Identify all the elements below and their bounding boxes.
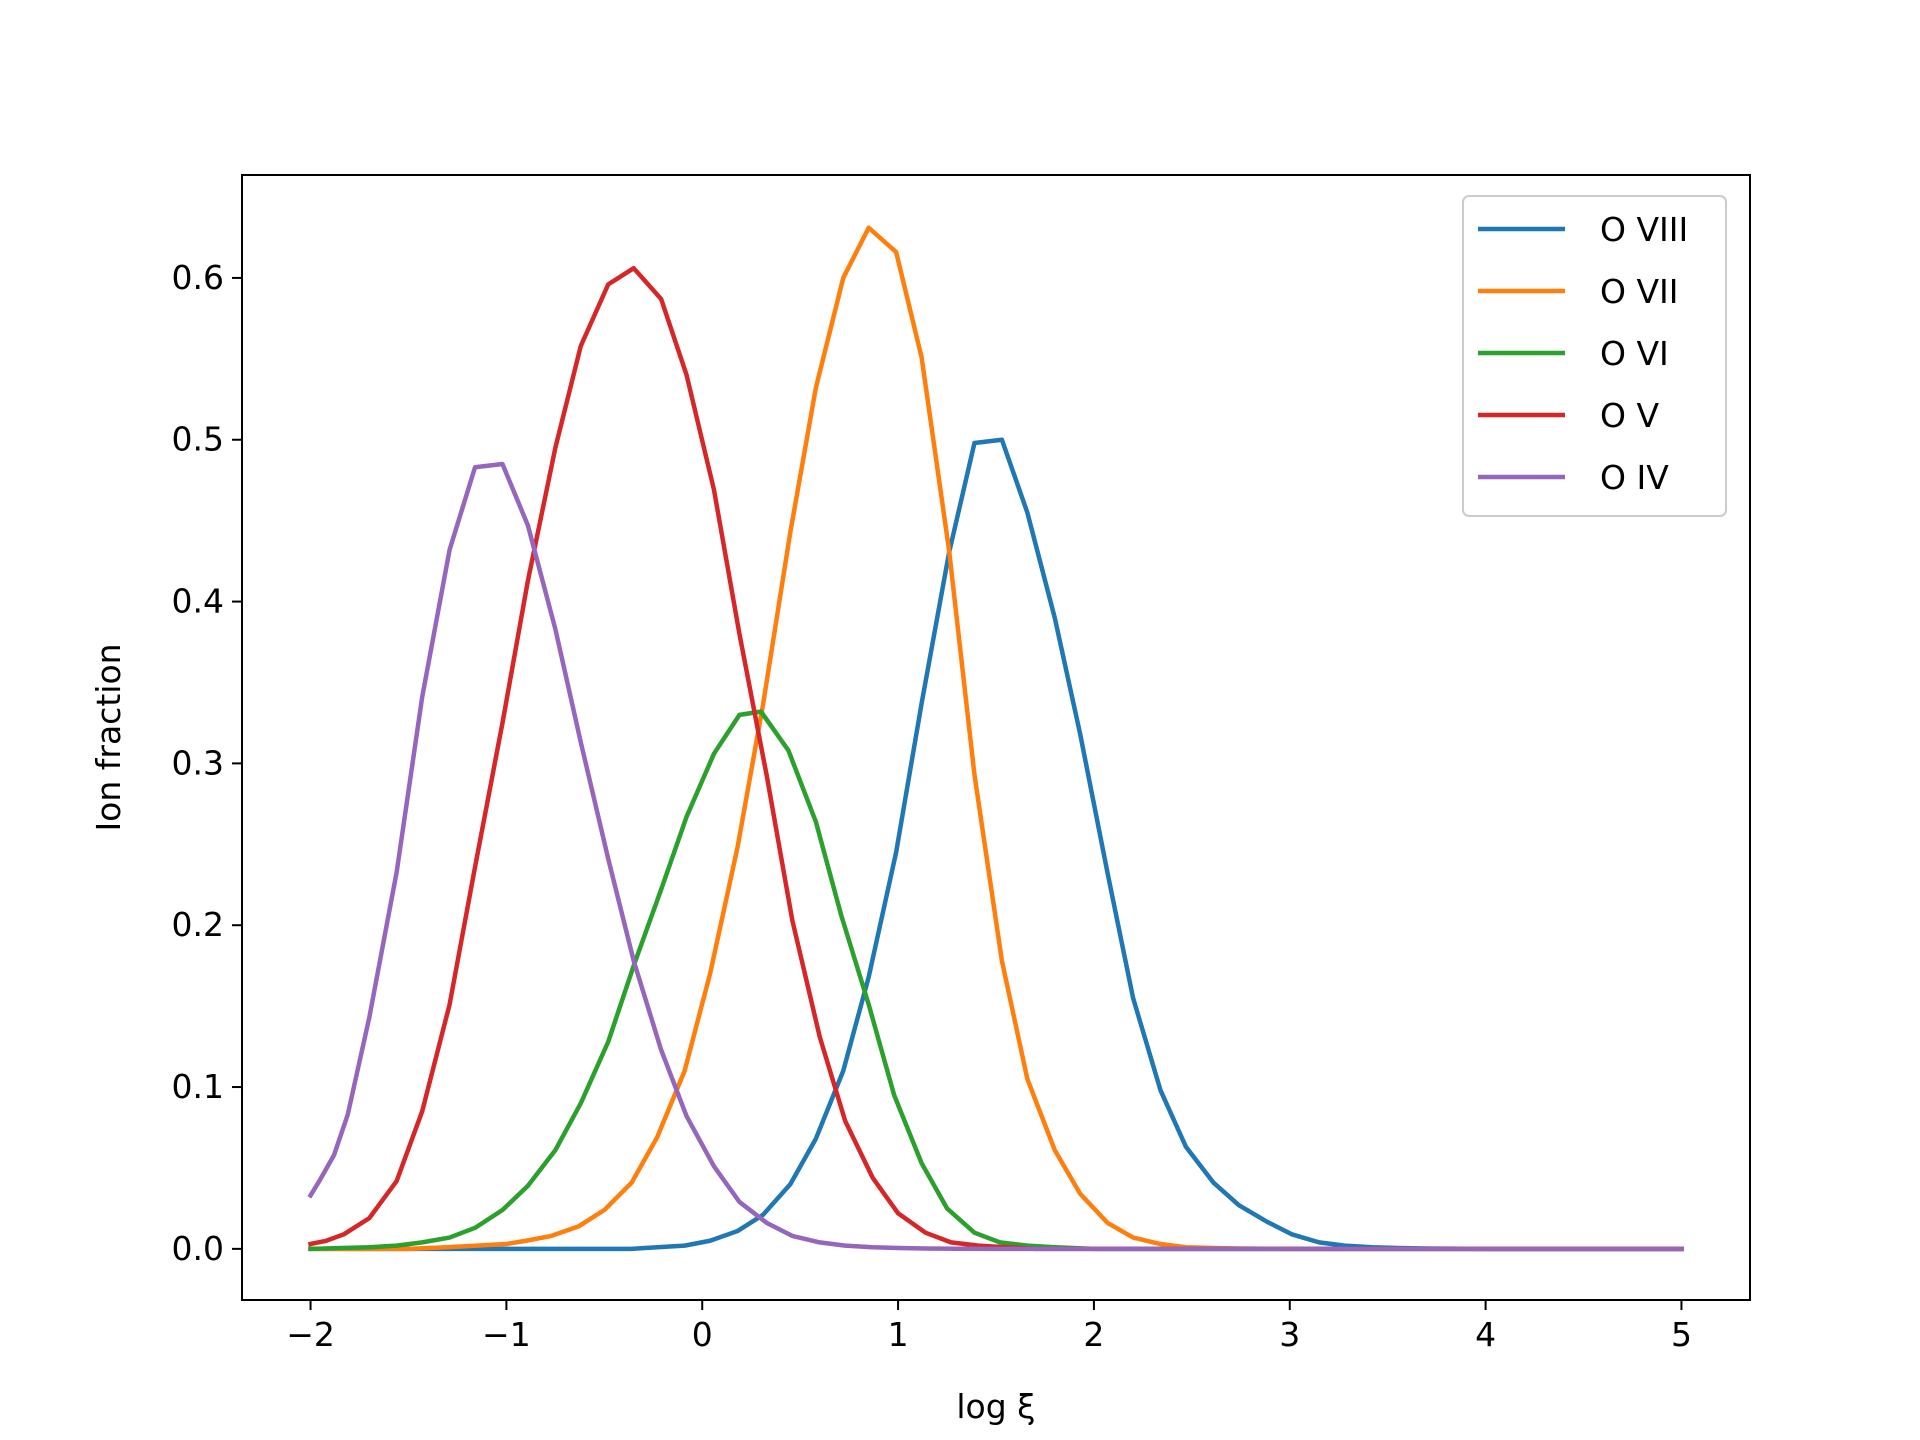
x-tick-label: −1 bbox=[482, 1315, 531, 1354]
y-tick-label: 0.2 bbox=[172, 905, 224, 944]
x-tick-label: 3 bbox=[1279, 1315, 1300, 1354]
legend-label: O VII bbox=[1600, 272, 1679, 311]
y-axis-ticks: 0.0 0.1 0.2 0.3 0.4 0.5 0.6 bbox=[172, 258, 242, 1268]
series-line-o-v bbox=[307, 265, 1684, 1252]
y-tick-label: 0.5 bbox=[172, 420, 224, 459]
x-tick-label: 4 bbox=[1475, 1315, 1496, 1354]
x-tick-label: 2 bbox=[1083, 1315, 1104, 1354]
y-axis-label: Ion fraction bbox=[89, 643, 128, 831]
x-tick-label: 5 bbox=[1671, 1315, 1692, 1354]
legend-label: O IV bbox=[1600, 458, 1669, 497]
x-tick-label: 1 bbox=[888, 1315, 909, 1354]
axes-frame bbox=[241, 174, 1751, 1301]
series-line-o-vi bbox=[308, 709, 1684, 1252]
legend: O VIII O VII O VI O V O IV bbox=[1462, 195, 1727, 517]
y-tick-label: 0.4 bbox=[172, 582, 224, 621]
x-tick-label: 0 bbox=[692, 1315, 713, 1354]
y-tick-label: 0.6 bbox=[172, 258, 224, 297]
series-line-o-viii bbox=[308, 437, 1684, 1252]
legend-label: O VIII bbox=[1600, 210, 1688, 249]
series-layer bbox=[307, 225, 1684, 1252]
x-axis-ticks: −2 −1 0 1 2 3 4 5 bbox=[286, 1300, 1692, 1354]
legend-label: O VI bbox=[1600, 334, 1669, 373]
y-tick-label: 0.0 bbox=[172, 1229, 224, 1268]
x-axis-label: log ξ bbox=[956, 1387, 1035, 1426]
x-tick-label: −2 bbox=[286, 1315, 335, 1354]
series-line-o-iv bbox=[307, 461, 1684, 1252]
series-line-o-vii bbox=[308, 225, 1684, 1252]
y-tick-label: 0.1 bbox=[172, 1067, 224, 1106]
legend-label: O V bbox=[1600, 396, 1659, 435]
legend-box bbox=[1462, 195, 1727, 517]
y-tick-label: 0.3 bbox=[172, 743, 224, 782]
